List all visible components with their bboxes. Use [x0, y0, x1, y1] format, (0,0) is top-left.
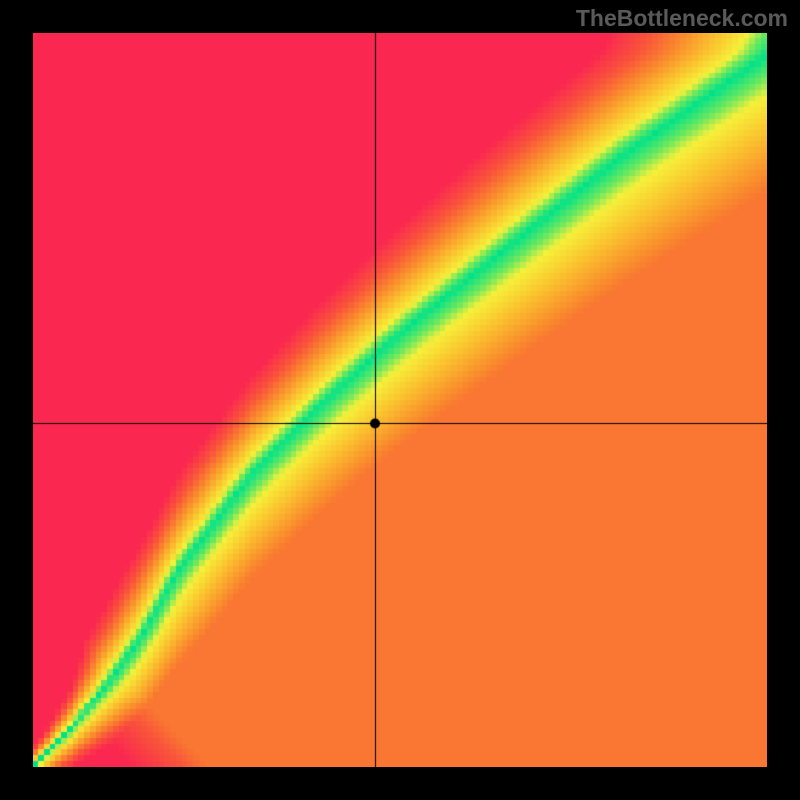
plot-container — [33, 33, 767, 767]
watermark-text: TheBottleneck.com — [576, 5, 788, 32]
bottleneck-heatmap — [33, 33, 767, 767]
